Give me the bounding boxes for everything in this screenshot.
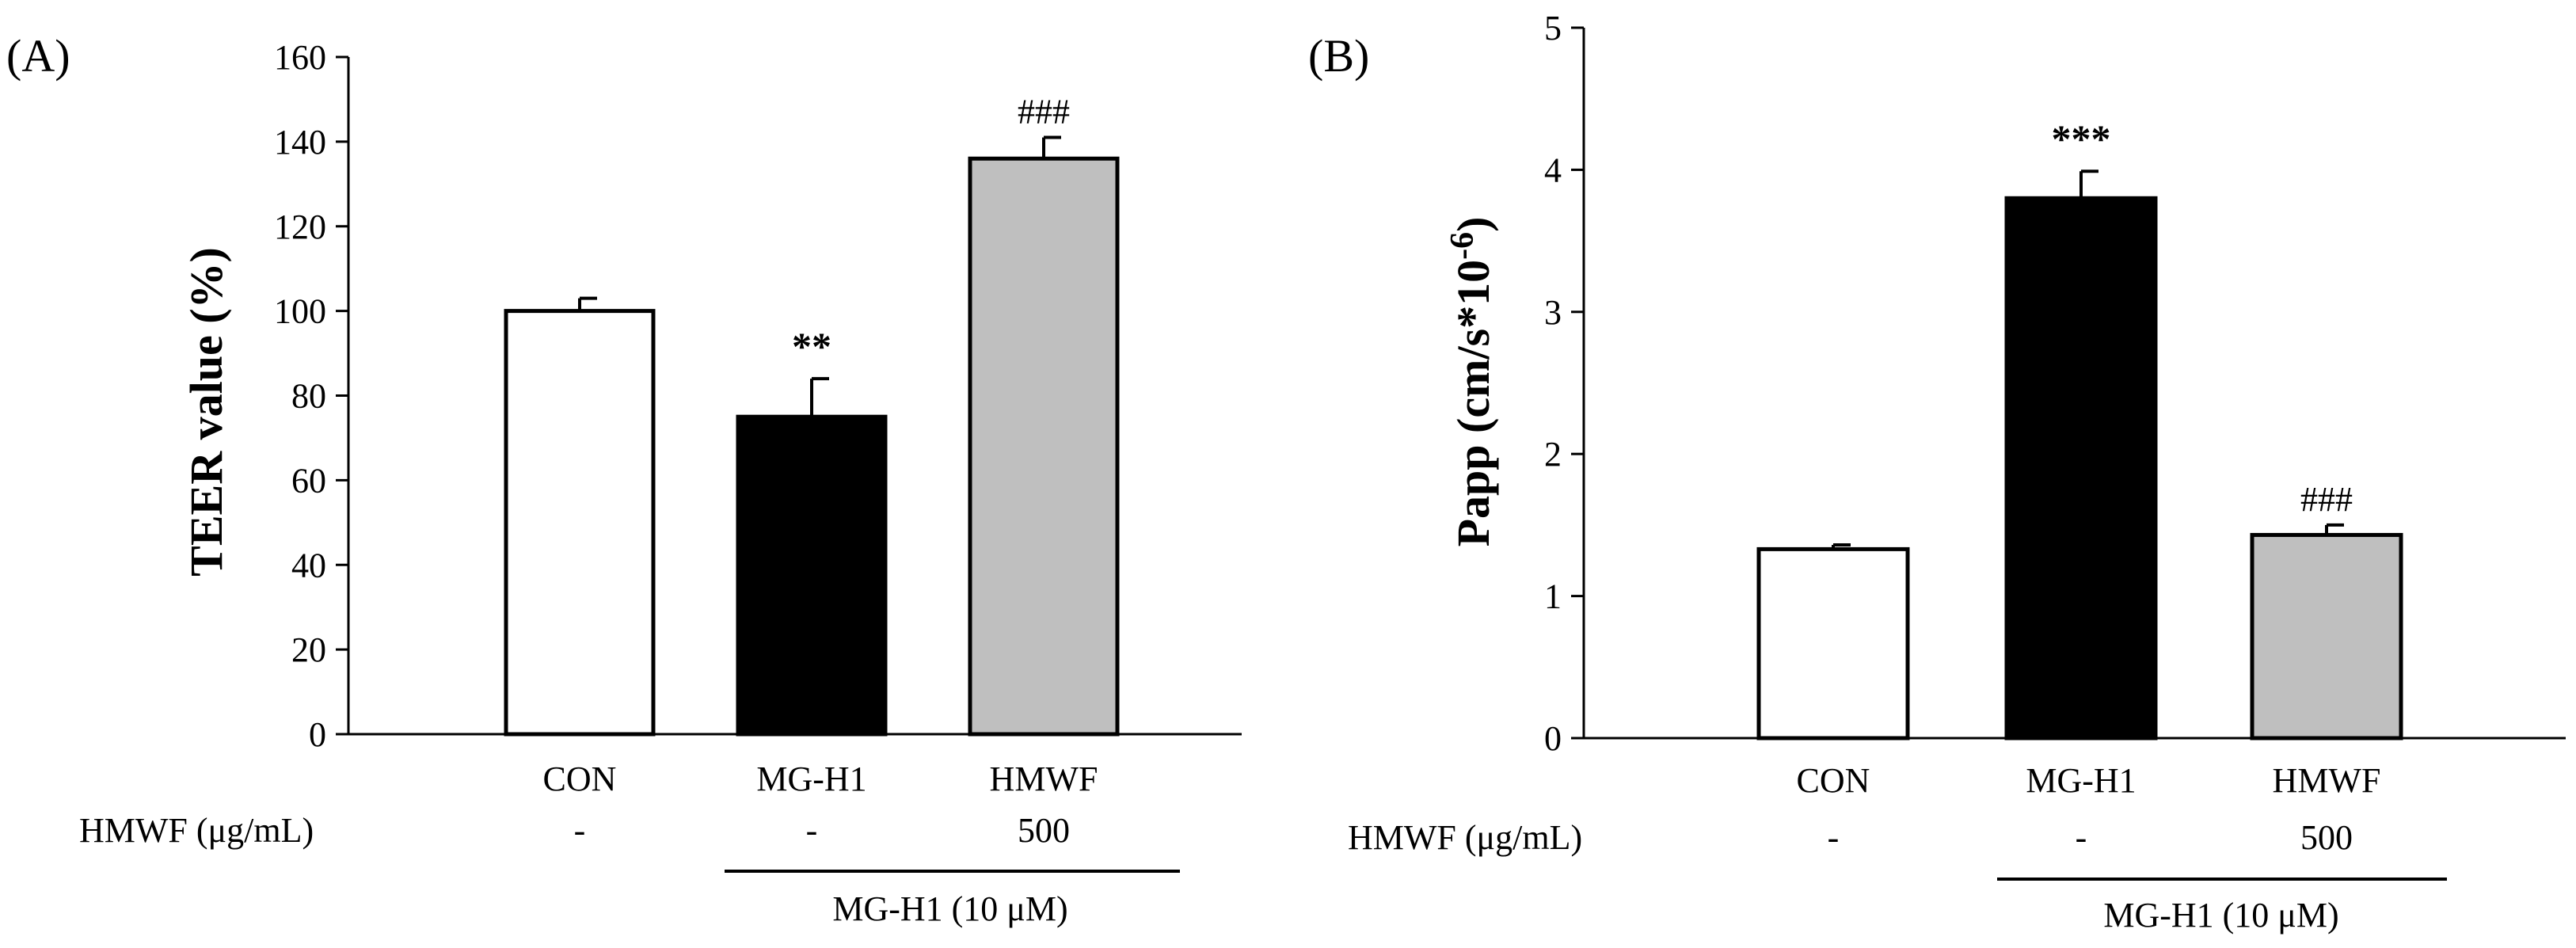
panel-a-y-tick-label: 60 [291, 461, 326, 500]
panel-a-y-axis-title: TEER value (%) [181, 247, 232, 577]
panel-a-y-tick-label: 20 [291, 630, 326, 669]
panel-a-y-tick-label: 0 [309, 715, 326, 754]
panel-a-row-value: - [806, 811, 818, 850]
panel-a-label: (A) [6, 30, 70, 82]
panel-a: (A) TEER value (%) 0 20 40 60 80 100 120 140 160… [6, 30, 1242, 928]
panel-a-bar-mg-h1 [736, 414, 888, 737]
panel-b-y-tick-label: 5 [1544, 9, 1562, 48]
panel-b-category-label: HMWF [2273, 761, 2381, 800]
panel-a-row-label: HMWF (μg/mL) [79, 811, 314, 850]
panel-a-significance-mark: ** [792, 324, 831, 368]
panel-b-row-value: - [2076, 818, 2087, 857]
panel-b-row-value: - [1828, 818, 1840, 857]
panel-a-category-label: MG-H1 [756, 760, 866, 798]
panel-b-significance-mark: ### [2300, 480, 2353, 519]
panel-b-significance-mark: *** [2052, 116, 2111, 161]
panel-a-y-tick-label: 160 [274, 38, 326, 77]
panel-b-y-axis-title-main: Papp (cm/s*10 [1448, 260, 1499, 547]
panel-b-y-tick-label: 2 [1544, 435, 1562, 474]
panel-a-y-tick-label: 100 [274, 292, 326, 331]
panel-b-y-tick-label: 1 [1544, 577, 1562, 616]
panel-a-row-value: - [574, 811, 586, 850]
panel-a-y-tick-label: 40 [291, 546, 326, 584]
panel-a-group-label: MG-H1 (10 μM) [832, 889, 1067, 928]
panel-b-bar-hmwf [2250, 532, 2403, 741]
panel-a-bar-con [504, 309, 656, 737]
panel-b: (B) Papp (cm/s*10-6) 0 1 2 3 4 5 *** ### CON MG… [1308, 9, 2566, 935]
panel-b-label: (B) [1308, 30, 1369, 82]
panel-a-significance-mark: ### [1018, 93, 1070, 131]
panel-b-category-label: CON [1797, 761, 1870, 800]
panel-b-y-axis-title-close: ) [1448, 217, 1499, 232]
panel-a-y-tick-label: 140 [274, 123, 326, 162]
panel-a-category-label: CON [543, 760, 617, 798]
panel-b-bar-con [1756, 546, 1910, 741]
panel-b-bar-mg-h1 [2004, 196, 2158, 741]
panel-b-y-tick-label: 3 [1544, 293, 1562, 332]
panel-b-category-label: MG-H1 [2026, 761, 2136, 800]
panel-b-row-value: 500 [2300, 818, 2353, 857]
panel-b-y-tick-label: 4 [1544, 150, 1562, 189]
panel-a-bar-hmwf [968, 156, 1120, 737]
panel-b-y-tick-label: 0 [1544, 719, 1562, 758]
panel-a-y-tick-label: 80 [291, 377, 326, 416]
panel-b-group-label: MG-H1 (10 μM) [2103, 896, 2338, 935]
panel-b-y-axis-title-sup: -6 [1444, 232, 1481, 260]
panel-a-category-label: HMWF [990, 760, 1098, 798]
panel-b-y-axis-title: Papp (cm/s*10-6) [1444, 217, 1499, 547]
panel-b-row-label: HMWF (μg/mL) [1348, 818, 1582, 857]
panel-a-y-tick-label: 120 [274, 207, 326, 246]
panel-a-row-value: 500 [1018, 811, 1070, 850]
